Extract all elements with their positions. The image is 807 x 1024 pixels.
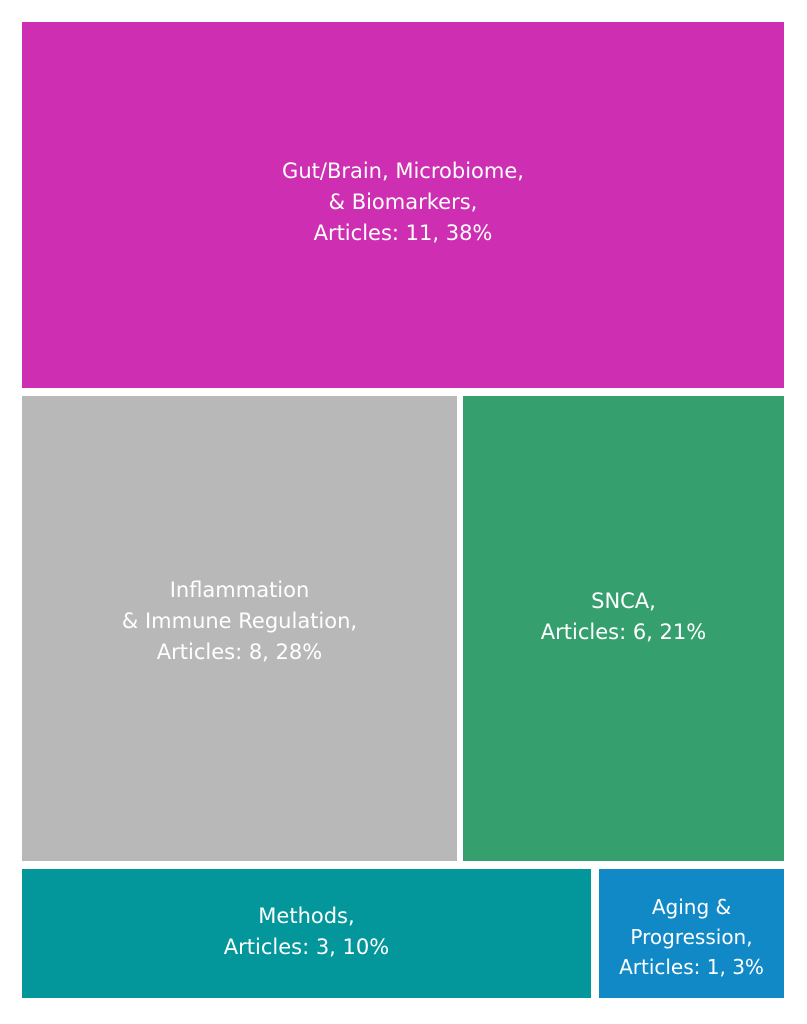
tile-label-gut-brain-microbiome-biomarkers: Gut/Brain, Microbiome, & Biomarkers, Art… — [282, 158, 524, 245]
treemap-tile-gut-brain-microbiome-biomarkers: Gut/Brain, Microbiome, & Biomarkers, Art… — [22, 22, 784, 388]
tile-label-aging-progression: Aging & Progression, Articles: 1, 3% — [619, 894, 764, 979]
treemap-tile-snca: SNCA, Articles: 6, 21% — [463, 396, 784, 861]
tile-label-inflammation-immune-regulation: Inflammation & Immune Regulation, Articl… — [121, 578, 358, 664]
treemap-tile-aging-progression: Aging & Progression, Articles: 1, 3% — [599, 869, 784, 998]
tile-label-snca: SNCA, Articles: 6, 21% — [540, 588, 707, 644]
treemap-tile-inflammation-immune-regulation: Inflammation & Immune Regulation, Articl… — [22, 396, 457, 861]
tile-label-methods: Methods, Articles: 3, 10% — [223, 903, 390, 959]
treemap-tile-methods: Methods, Articles: 3, 10% — [22, 869, 591, 998]
